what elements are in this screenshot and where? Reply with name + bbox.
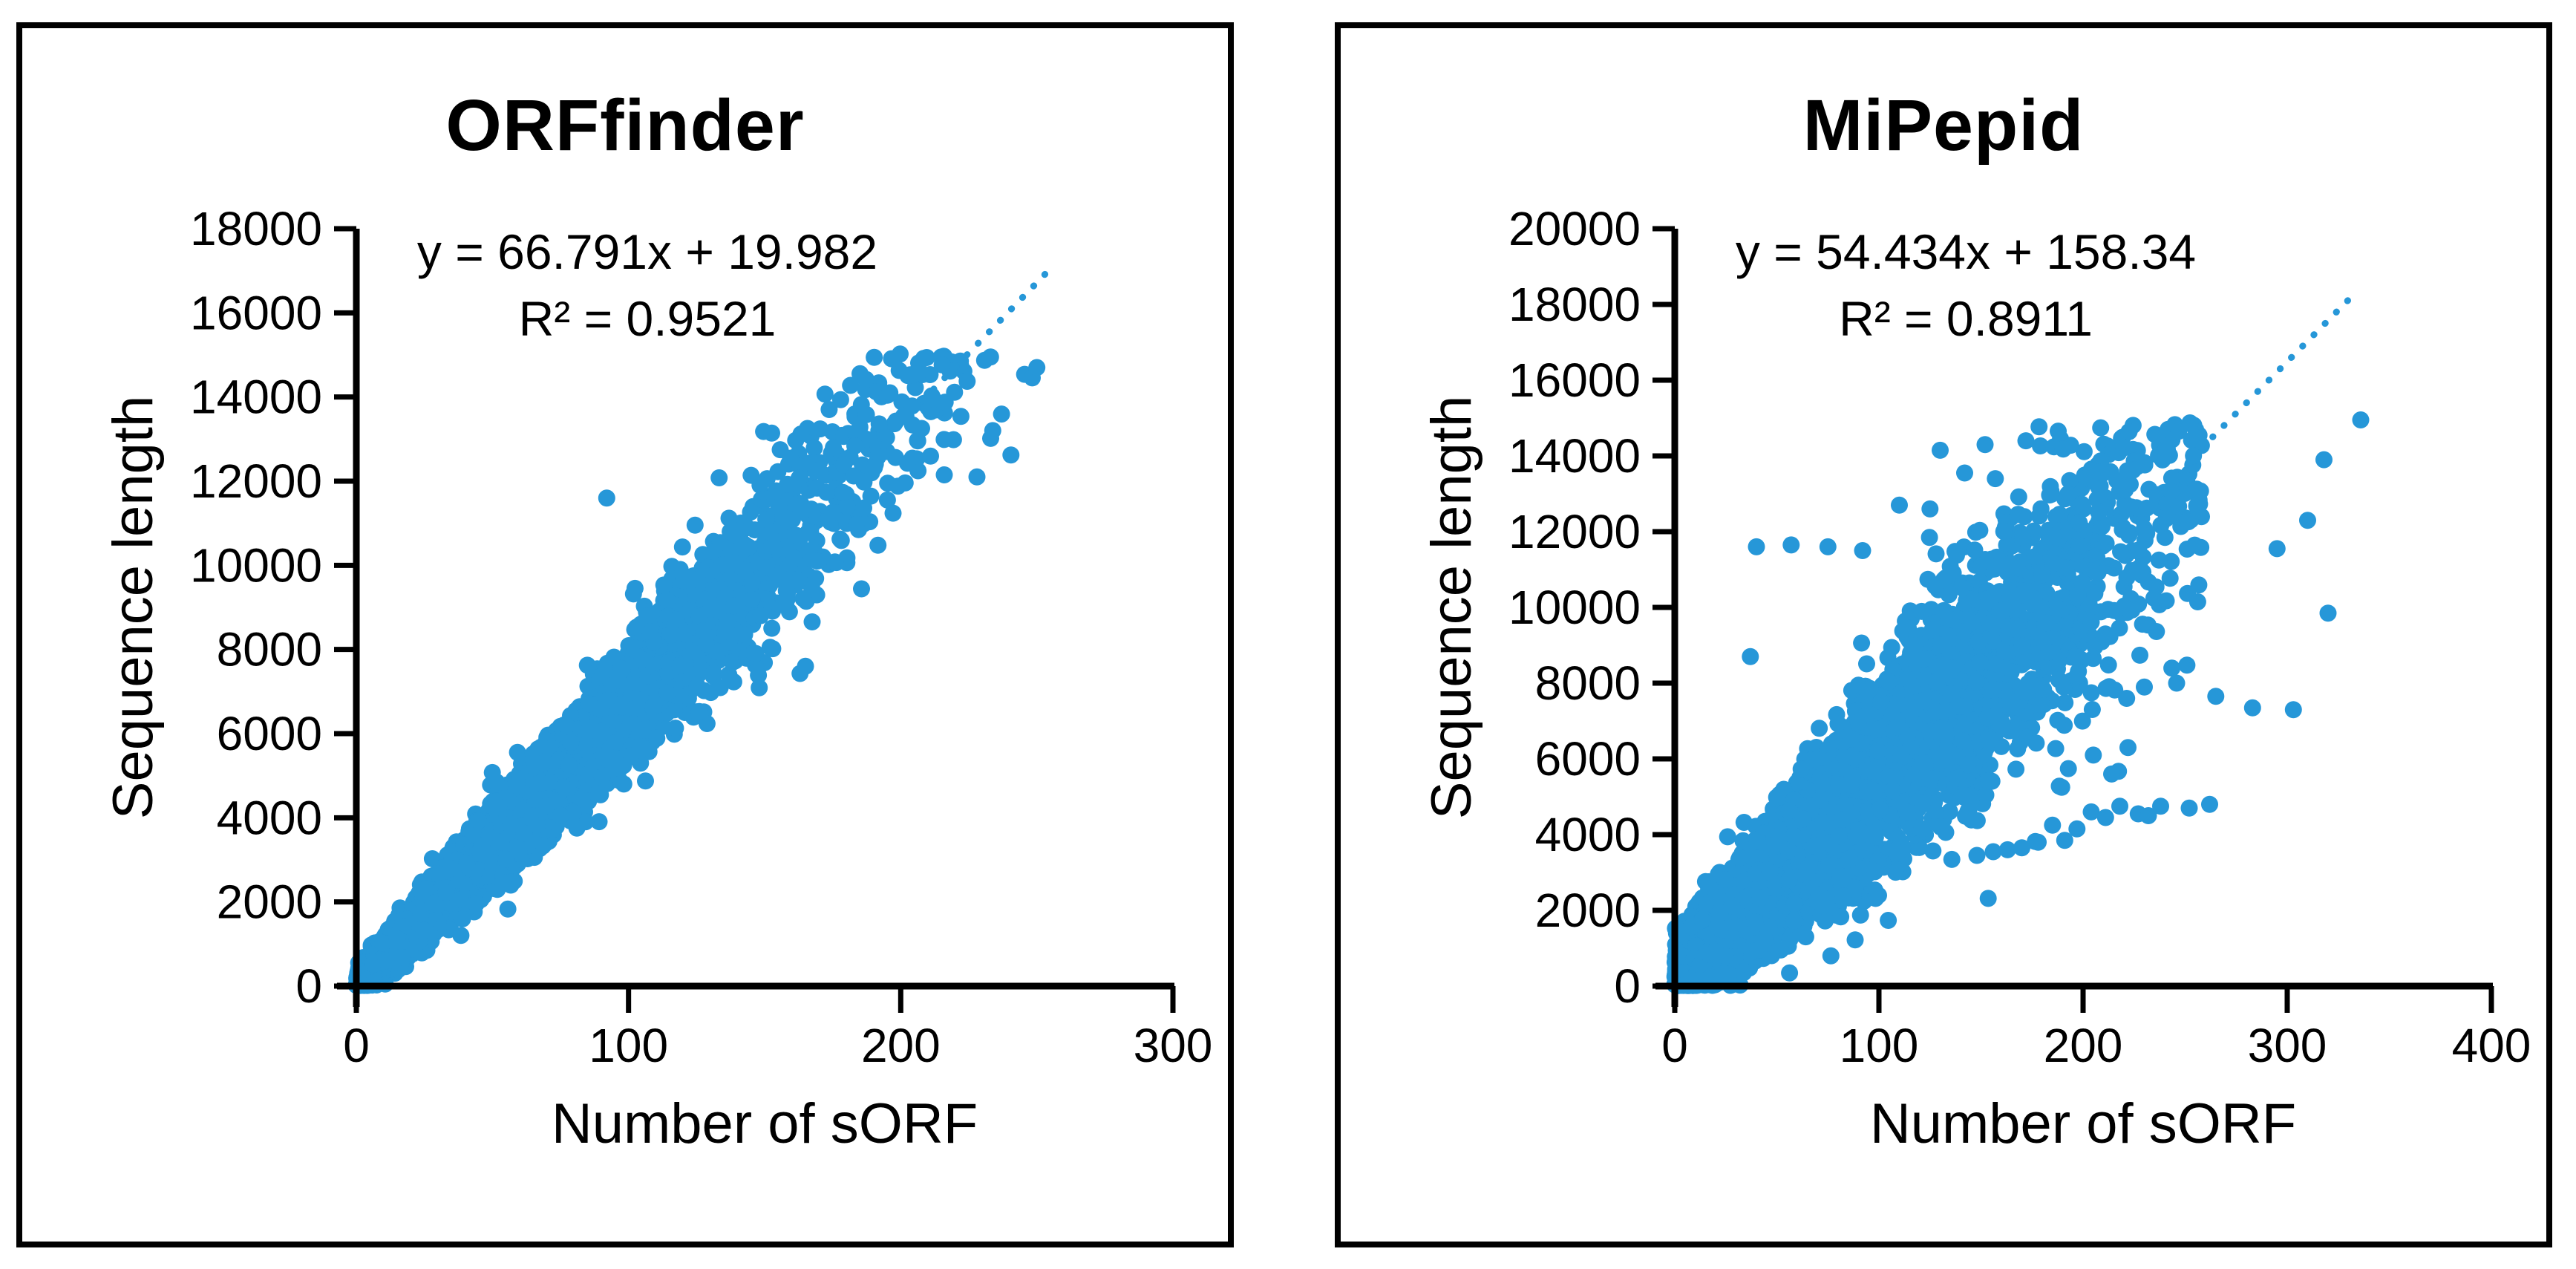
tick-label: 10000 [1508, 581, 1641, 634]
scatter-outliers [1742, 411, 2370, 864]
tick-label: 200 [861, 1019, 941, 1072]
y-axis-tick-labels: 0 2000 4000 6000 8000 10000 12000 14000 16000 180… [1508, 202, 1641, 1013]
tick-label: 8000 [1535, 656, 1641, 710]
tick-label: 18000 [1508, 278, 1641, 331]
tick-label: 20000 [1508, 202, 1641, 255]
plot-title-mipepid: MiPepid [1802, 85, 2085, 166]
tick-label: 14000 [1508, 429, 1641, 483]
tick-label: 6000 [217, 707, 322, 760]
x-axis-ticks [353, 986, 1176, 1013]
scatter-cloud [347, 345, 1041, 994]
tick-label: 200 [2044, 1019, 2123, 1072]
tick-label: 400 [2452, 1019, 2531, 1072]
plot-title-orffinder: ORFfinder [445, 85, 805, 166]
axes [337, 229, 1174, 1007]
y-axis-tick-labels: 0 2000 4000 6000 8000 10000 12000 14000 16000 180… [190, 202, 322, 1013]
axes [1655, 229, 2493, 1007]
tick-label: 4000 [1535, 808, 1641, 861]
tick-label: 12000 [1508, 505, 1641, 558]
x-axis-tick-labels: 0 100 200 300 400 [1661, 1019, 2531, 1072]
y-axis-ticks [334, 226, 356, 989]
tick-label: 18000 [190, 202, 322, 255]
tick-label: 300 [2248, 1019, 2327, 1072]
tick-label: 10000 [190, 538, 322, 592]
tick-label: 100 [589, 1019, 668, 1072]
tick-label: 0 [343, 1019, 370, 1072]
x-axis-label: Number of sORF [551, 1092, 978, 1155]
tick-label: 0 [295, 959, 322, 1013]
regression-equation: y = 66.791x + 19.982 [416, 224, 878, 279]
r-squared-label: R² = 0.9521 [518, 291, 777, 346]
trendline-dotted [2198, 288, 2360, 452]
tick-label: 14000 [190, 371, 322, 424]
tick-label: 8000 [217, 623, 322, 676]
tick-label: 16000 [190, 286, 322, 339]
scatter-plot-orffinder: 0200040006000800010000120001400016000180… [190, 202, 1212, 1072]
panel-orffinder: ORFfinder y = 66.791x + 19.982 R² = 0.95… [16, 22, 1234, 1247]
tick-label: 2000 [217, 875, 322, 929]
r-squared-label: R² = 0.8911 [1839, 291, 2093, 346]
scatter-cloud [1666, 414, 2210, 994]
y-axis-ticks [1653, 226, 1675, 989]
tick-label: 6000 [1535, 732, 1641, 786]
regression-equation: y = 54.434x + 158.34 [1735, 224, 2197, 279]
x-axis-ticks [1672, 986, 2494, 1013]
trendline-dotted [919, 270, 1049, 405]
scatter-outliers [598, 348, 1046, 682]
tick-label: 2000 [1535, 884, 1641, 937]
tick-label: 16000 [1508, 353, 1641, 407]
scatter-plot-mipepid: 0200040006000800010000120001400016000180… [1508, 202, 2531, 1072]
x-axis-tick-labels: 0 100 200 300 [343, 1019, 1212, 1072]
tick-label: 0 [1614, 959, 1641, 1013]
panel-mipepid: MiPepid y = 54.434x + 158.34 R² = 0.8911… [1335, 22, 2552, 1247]
tick-label: 4000 [217, 791, 322, 844]
x-axis-label: Number of sORF [1869, 1092, 2297, 1155]
tick-label: 0 [1661, 1019, 1688, 1072]
tick-label: 300 [1134, 1019, 1213, 1072]
tick-label: 12000 [190, 454, 322, 508]
tick-label: 100 [1840, 1019, 1919, 1072]
